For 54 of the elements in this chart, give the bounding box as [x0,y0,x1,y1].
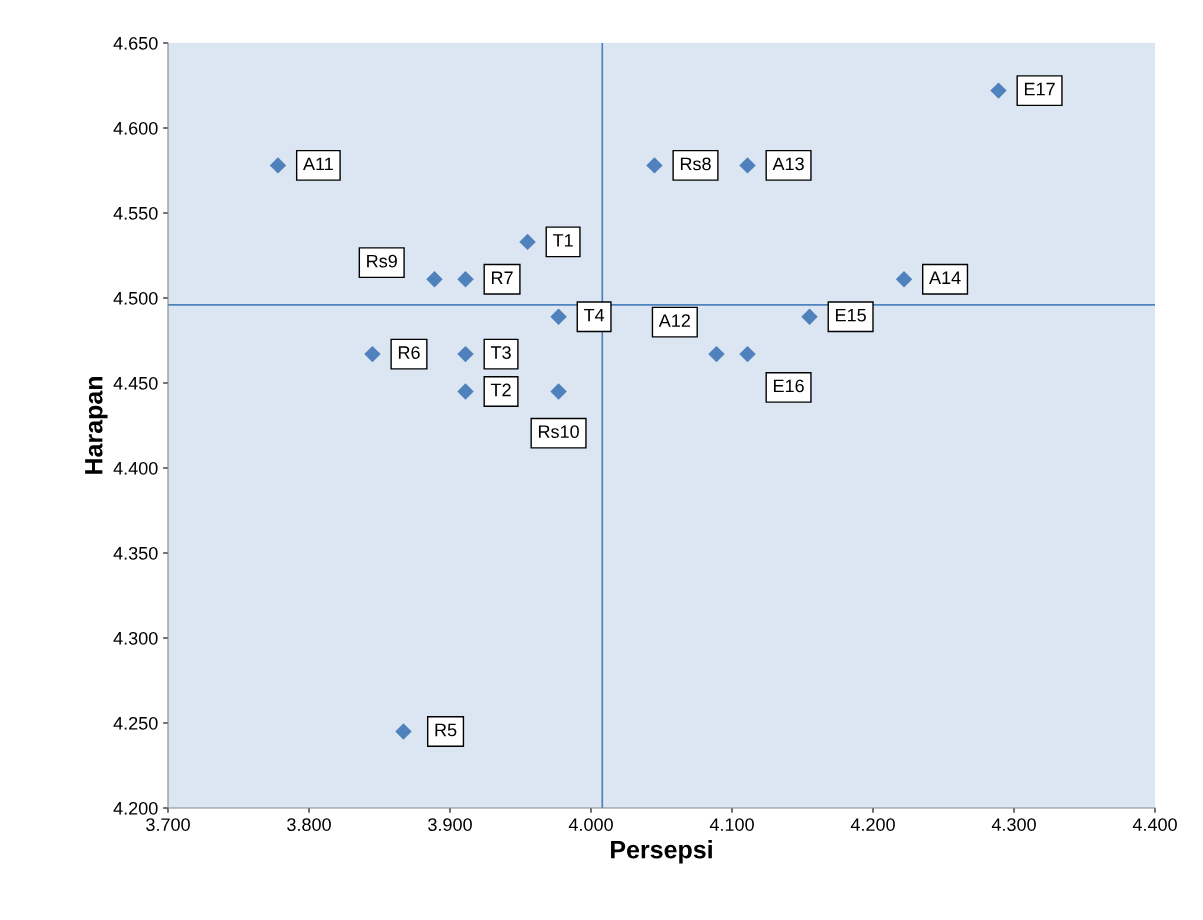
annotation: A14 [929,271,961,284]
point [395,723,412,740]
point [269,157,287,174]
y-tick-label: 4.300 [113,631,158,645]
annotation: T3 [490,346,511,359]
y-tick-label: 4.350 [113,546,158,560]
x-axis-title: Persepsi [611,840,712,864]
point [457,271,474,288]
point [895,271,913,288]
y-tick-label: 4.450 [113,376,158,390]
point [519,233,536,251]
point [739,157,756,174]
annotation: T2 [490,383,511,397]
annotation: E17 [1024,82,1055,96]
y-tick-label: 4.550 [113,206,158,220]
point [990,82,1007,99]
annotation: Rs8 [680,157,711,171]
annotation: A13 [772,157,804,171]
x-tick-label: 3.900 [428,818,472,831]
point [457,345,474,363]
point [364,345,381,363]
y-tick-label: 4.400 [113,461,158,475]
x-tick-label: 3.800 [287,818,331,831]
point [457,383,474,400]
annotation: E15 [836,308,866,322]
y-tick-label: 4.650 [113,36,158,50]
point [739,345,756,363]
y-tick-label: 4.250 [113,716,158,730]
annotation: A11 [303,157,333,171]
x-tick-label: 4.400 [1132,818,1177,831]
x-tick-label: 3.700 [146,818,190,831]
point [801,308,818,325]
annotation: R5 [435,723,457,737]
point [708,345,725,363]
annotation: T1 [552,234,573,247]
annotation: Rs9 [367,254,397,268]
annotation: R6 [398,346,420,359]
point [646,157,663,174]
annotation: E16 [773,379,804,393]
y-tick-label: 4.500 [113,291,158,305]
y-tick-label: 4.200 [113,801,158,815]
y-axis-title: Harapan [85,377,108,474]
annotation: R7 [491,271,513,284]
x-tick-label: 4.100 [709,818,754,831]
y-tick-label: 4.600 [113,121,158,135]
x-tick-label: 4.300 [991,818,1036,831]
x-tick-label: 4.200 [850,818,895,831]
annotation: A12 [658,314,690,327]
x-tick-label: 4.000 [568,818,613,831]
annotation: T4 [583,308,605,322]
annotation: Rs10 [538,425,579,439]
point [550,383,567,400]
point [550,308,567,325]
point [426,271,443,288]
